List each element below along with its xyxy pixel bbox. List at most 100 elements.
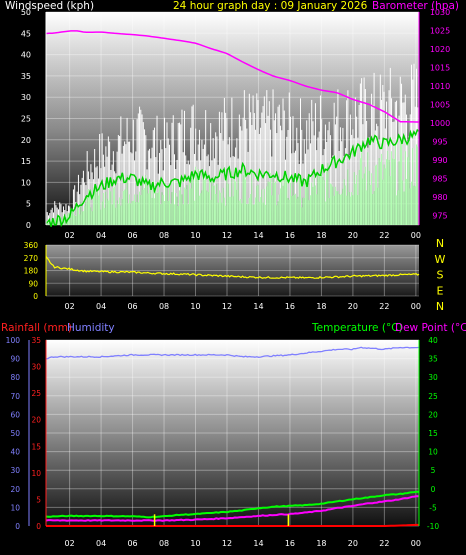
time-tick-label: 20 bbox=[348, 539, 358, 548]
humidity-line bbox=[45, 346, 420, 360]
wind-tick-label: 5 bbox=[26, 200, 31, 209]
time-tick-label: 20 bbox=[348, 231, 358, 240]
time-tick-label: 18 bbox=[316, 539, 326, 548]
compass-label: E bbox=[437, 284, 444, 297]
humidity-tick-label: 60 bbox=[10, 410, 20, 419]
wind-tick-label: 45 bbox=[21, 29, 31, 38]
humidity-tick-label: 0 bbox=[15, 522, 20, 531]
direction-tick-label: 270 bbox=[24, 254, 39, 263]
humidity-axis-title: Humidity bbox=[67, 322, 115, 334]
wind-tick-label: 20 bbox=[21, 136, 31, 145]
temperature-tick-label: 25 bbox=[428, 392, 438, 401]
wind-tick-label: 25 bbox=[21, 115, 31, 124]
temperature-tick-label: 0 bbox=[431, 485, 436, 494]
baro-tick-label: 1000 bbox=[430, 119, 450, 128]
tick-labels: 0510152025303540455097598098599099510001… bbox=[6, 8, 451, 548]
wind-mean-line bbox=[45, 128, 420, 228]
time-tick-label: 02 bbox=[65, 231, 75, 240]
time-tick-label: 06 bbox=[127, 231, 137, 240]
baro-tick-label: 1020 bbox=[430, 45, 450, 54]
baro-tick-label: 1010 bbox=[430, 82, 450, 91]
wind-tick-label: 10 bbox=[21, 178, 31, 187]
time-tick-label: 04 bbox=[96, 231, 106, 240]
time-tick-label: 10 bbox=[190, 231, 200, 240]
baro-tick-label: 1025 bbox=[430, 27, 450, 36]
humidity-tick-label: 70 bbox=[10, 392, 20, 401]
time-tick-label: 12 bbox=[222, 539, 232, 548]
wind-series bbox=[45, 63, 420, 228]
baro-tick-label: 980 bbox=[432, 193, 447, 202]
temperature-tick-label: 5 bbox=[431, 466, 436, 475]
time-tick-label: 02 bbox=[65, 539, 75, 548]
temperature-tick-label: -5 bbox=[429, 503, 437, 512]
compass-label: N bbox=[436, 300, 444, 313]
time-tick-label: 16 bbox=[285, 302, 295, 311]
direction-tick-label: 180 bbox=[24, 267, 39, 276]
wind-tick-label: 35 bbox=[21, 72, 31, 81]
wind-axis-title: Windspeed (kph) bbox=[5, 0, 94, 12]
time-tick-label: 10 bbox=[190, 539, 200, 548]
time-tick-label: 04 bbox=[96, 539, 106, 548]
time-tick-label: 06 bbox=[127, 539, 137, 548]
time-tick-label: 16 bbox=[285, 539, 295, 548]
humidity-tick-label: 100 bbox=[6, 336, 21, 345]
barometer-series bbox=[45, 30, 419, 123]
temperature-tick-label: 15 bbox=[428, 429, 438, 438]
wind-tick-label: 40 bbox=[21, 51, 31, 60]
rainfall-tick-label: 20 bbox=[31, 416, 41, 425]
baro-tick-label: 990 bbox=[432, 156, 447, 165]
time-tick-label: 10 bbox=[190, 302, 200, 311]
rainfall-tick-label: 25 bbox=[31, 389, 41, 398]
humidity-tick-label: 30 bbox=[10, 466, 20, 475]
humidity-tick-label: 50 bbox=[10, 429, 20, 438]
temperature-tick-label: -10 bbox=[427, 522, 439, 531]
wind-tick-label: 0 bbox=[26, 221, 31, 230]
humidity-tick-label: 10 bbox=[10, 503, 20, 512]
rainfall-axis-title: Rainfall (mm) bbox=[1, 322, 72, 334]
wind-tick-label: 15 bbox=[21, 157, 31, 166]
temperature-tick-label: 35 bbox=[428, 355, 438, 364]
baro-tick-label: 1005 bbox=[430, 101, 450, 110]
time-tick-label: 20 bbox=[348, 302, 358, 311]
time-tick-label: 08 bbox=[159, 302, 169, 311]
temperature-legend: Temperature (°C) bbox=[311, 322, 403, 334]
rainfall-tick-label: 5 bbox=[36, 495, 41, 504]
time-tick-label: 12 bbox=[222, 231, 232, 240]
time-tick-label: 14 bbox=[253, 231, 263, 240]
time-tick-label: 08 bbox=[159, 231, 169, 240]
wind-tick-label: 30 bbox=[21, 93, 31, 102]
time-tick-label: 18 bbox=[316, 231, 326, 240]
direction-tick-label: 360 bbox=[24, 241, 39, 250]
humidity-tick-label: 90 bbox=[10, 355, 20, 364]
temperature-tick-label: 30 bbox=[428, 373, 438, 382]
time-tick-label: 00 bbox=[411, 302, 421, 311]
compass-label: W bbox=[435, 253, 446, 266]
rainfall-line bbox=[46, 523, 419, 527]
baro-axis-title: Barometer (hpa) bbox=[372, 0, 459, 12]
baro-tick-label: 1030 bbox=[430, 8, 450, 17]
rainfall-tick-label: 10 bbox=[31, 469, 41, 478]
direction-line bbox=[45, 256, 420, 279]
temperature-line bbox=[45, 490, 420, 519]
temp-hum-rain-panel bbox=[46, 340, 419, 526]
time-tick-label: 14 bbox=[253, 302, 263, 311]
compass-label: N bbox=[436, 237, 444, 250]
humidity-tick-label: 40 bbox=[10, 448, 20, 457]
rainfall-tick-label: 35 bbox=[31, 336, 41, 345]
baro-tick-label: 975 bbox=[432, 212, 447, 221]
time-tick-label: 00 bbox=[411, 231, 421, 240]
rainfall-tick-label: 15 bbox=[31, 442, 41, 451]
baro-tick-label: 985 bbox=[432, 175, 447, 184]
time-tick-label: 02 bbox=[65, 302, 75, 311]
compass-label: S bbox=[437, 269, 444, 282]
humidity-tick-label: 80 bbox=[10, 373, 20, 382]
temperature-tick-label: 40 bbox=[428, 336, 438, 345]
time-tick-label: 00 bbox=[411, 539, 421, 548]
time-tick-label: 12 bbox=[222, 302, 232, 311]
temp-hum-rain-series bbox=[45, 346, 420, 527]
dew-point-line bbox=[45, 495, 420, 522]
direction-panel bbox=[46, 245, 419, 296]
graph-title: 24 hour graph day : 09 January 2026 bbox=[173, 0, 368, 12]
temperature-tick-label: 10 bbox=[428, 448, 438, 457]
